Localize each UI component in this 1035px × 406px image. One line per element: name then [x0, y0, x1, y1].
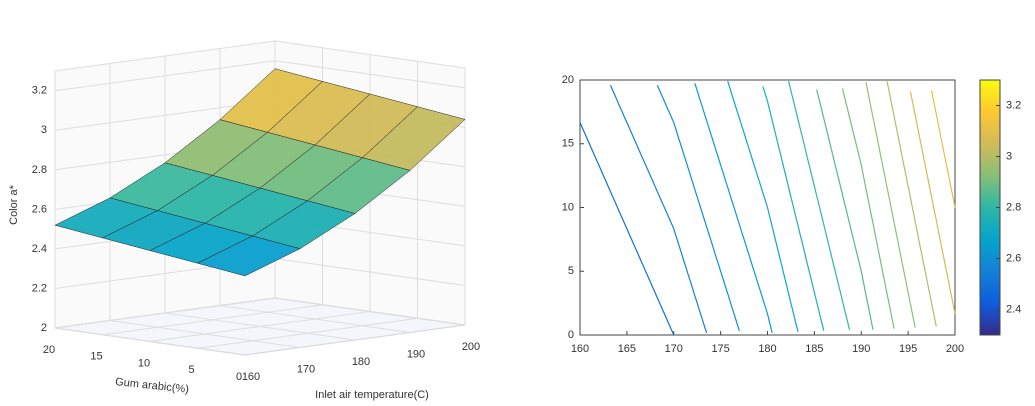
surface-chart: 2 2.2 2.4 2.6 2.8 3 3.2 160 170 180 190 200 0 5 10 15 20… — [8, 40, 480, 401]
y-tick-label: 20 — [43, 344, 55, 356]
contour-line — [909, 91, 956, 314]
z-tick-label: 2 — [41, 322, 47, 334]
z-tick-label: 2.6 — [32, 203, 47, 215]
surface-cell — [196, 235, 301, 277]
z-tick-label: 2.4 — [32, 243, 47, 255]
y-tick-label: 5 — [188, 364, 194, 376]
contour-line — [788, 80, 851, 330]
z-tick-label: 2.8 — [32, 164, 47, 176]
plot-area — [579, 79, 956, 336]
x-tick-label: 190 — [852, 343, 870, 355]
contour-line — [579, 122, 675, 336]
y-tick-label: 10 — [138, 357, 150, 369]
y-tick-label: 10 — [562, 201, 574, 213]
contour-line — [762, 86, 825, 331]
y-tick-label: 5 — [568, 265, 574, 277]
x-tick-label: 175 — [711, 343, 729, 355]
colorbar-tick-label: 3.2 — [1006, 99, 1021, 111]
contour-line — [694, 83, 773, 334]
contour-line — [727, 80, 799, 332]
x-tick-label: 185 — [805, 343, 823, 355]
colorbar-tick-label: 2.6 — [1006, 252, 1021, 264]
y-tick-label: 0 — [236, 371, 242, 383]
x-tick-label: 195 — [899, 343, 917, 355]
x-tick-label: 170 — [665, 343, 683, 355]
colorbar-tick-label: 3 — [1006, 150, 1012, 162]
contour-line — [865, 81, 916, 328]
z-tick-label: 3.2 — [32, 85, 47, 97]
contour-line — [656, 85, 740, 331]
y-axis-label: Gum arabic(%) — [115, 376, 190, 396]
contour-chart: 160 165 170 175 180 185 190 195 200 0 5 10 15 20 2.4 2.… — [562, 74, 1022, 355]
contour-line — [931, 90, 956, 208]
contour-line — [609, 85, 708, 334]
x-tick-label: 200 — [462, 341, 480, 353]
contour-line — [816, 89, 874, 330]
x-tick-label: 200 — [946, 343, 964, 355]
x-axis-label: Inlet air temperature(C) — [315, 389, 429, 401]
x-tick-label: 180 — [758, 343, 776, 355]
colorbar-tick-label: 2.8 — [1006, 201, 1021, 213]
z-axis-label: Color a* — [8, 184, 20, 224]
x-tick-label: 165 — [618, 343, 636, 355]
x-tick-label: 180 — [352, 356, 370, 368]
z-tick-label: 3 — [41, 124, 47, 136]
y-tick-label: 20 — [562, 74, 574, 86]
z-tick-label: 2.2 — [32, 282, 47, 294]
colorbar-tick-label: 2.4 — [1006, 303, 1021, 315]
x-tick-label: 170 — [297, 363, 315, 375]
y-tick-label: 0 — [568, 329, 574, 341]
y-tick-label: 15 — [562, 138, 574, 150]
x-tick-label: 160 — [571, 343, 589, 355]
contour-line — [841, 88, 895, 329]
y-tick-label: 15 — [90, 351, 102, 363]
x-tick-label: 190 — [407, 348, 425, 360]
x-tick-label: 160 — [242, 371, 260, 383]
y-grid-line — [244, 68, 466, 356]
contour-line — [886, 80, 937, 327]
